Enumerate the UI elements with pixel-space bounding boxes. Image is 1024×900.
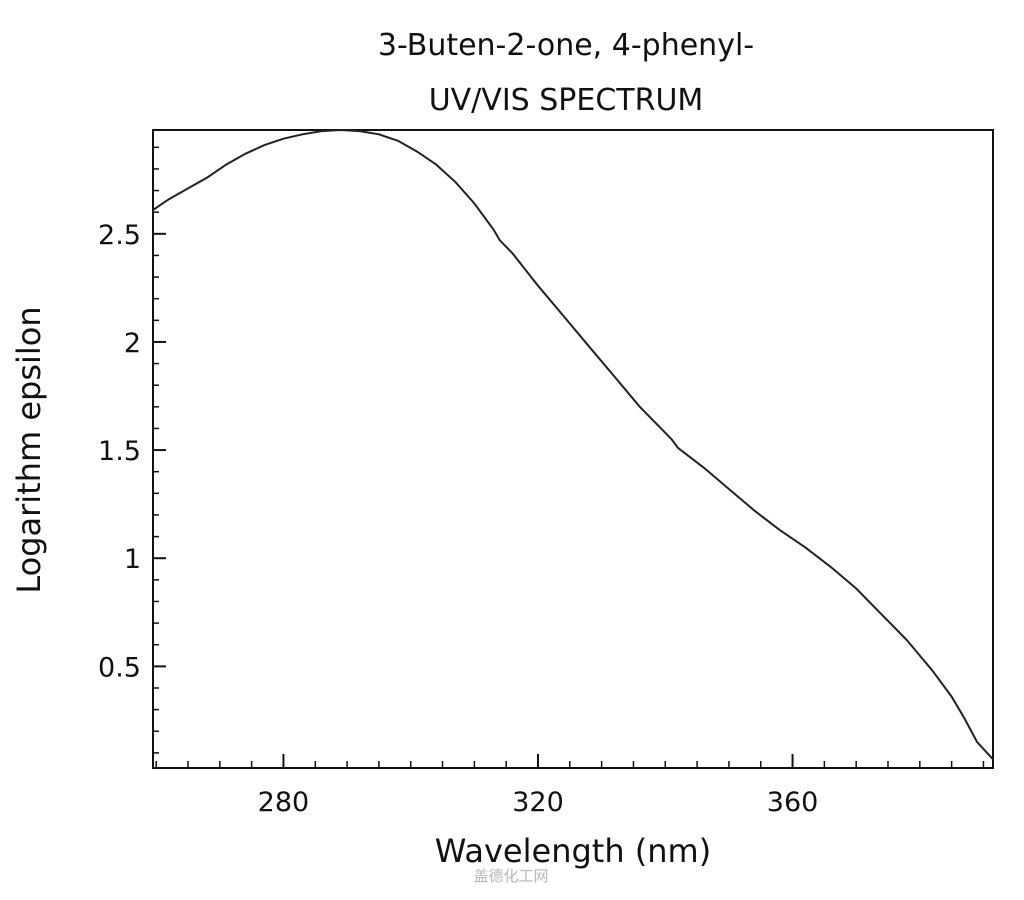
x-tick-label: 320 [512,787,564,818]
x-tick-labels: 280 320 360 [258,787,819,818]
x-minor-ticks [155,761,985,768]
chart-subtitle: UV/VIS SPECTRUM [429,83,704,118]
x-major-ticks [282,754,794,768]
x-axis-label: Wavelength (nm) [435,832,711,870]
spectrum-series-line [152,128,994,760]
plot-frame [152,129,994,769]
y-tick-label: 1.5 [98,436,141,467]
y-major-ticks [153,232,166,668]
y-tick-labels: 0.5 1 1.5 2 2.5 [98,220,141,684]
y-minor-ticks [153,146,159,754]
watermark: 盖德化工网 [473,867,548,885]
y-tick-label: 1 [124,544,141,575]
x-tick-label: 280 [258,787,310,818]
y-tick-label: 0.5 [98,652,141,683]
chart-title: 3-Buten-2-one, 4-phenyl- [378,28,754,63]
y-tick-label: 2.5 [98,220,141,251]
x-tick-label: 360 [767,787,819,818]
y-tick-label: 2 [124,328,141,359]
y-axis-label: Logarithm epsilon [10,306,48,593]
